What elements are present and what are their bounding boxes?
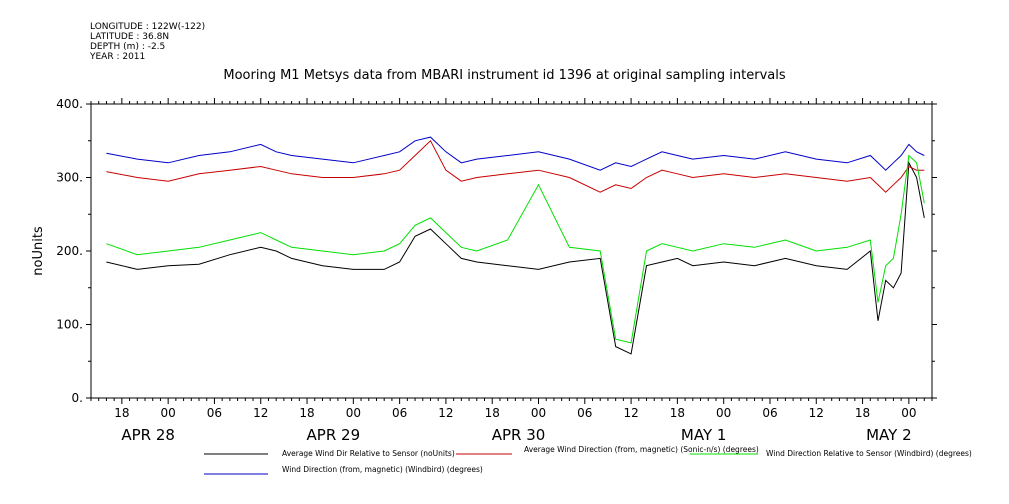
longitude-text: LONGITUDE : 122W(-122)	[90, 22, 206, 32]
x-tick-label: 18	[114, 406, 129, 420]
x-tick-label: 06	[207, 406, 222, 420]
x-tick-label: 06	[392, 406, 407, 420]
legend-label-0: Average Wind Dir Relative to Sensor (noU…	[282, 449, 455, 458]
y-tick-label: 0.	[72, 391, 83, 405]
x-tick-label: 00	[901, 406, 916, 420]
y-tick-label: 300.	[56, 171, 83, 185]
y-tick-label: 200.	[56, 244, 83, 258]
x-date-label: MAY 2	[866, 426, 912, 444]
x-date-label: APR 28	[121, 426, 175, 444]
x-tick-label: 00	[346, 406, 361, 420]
x-tick-label: 18	[670, 406, 685, 420]
x-tick-label: 18	[855, 406, 870, 420]
x-tick-label: 12	[253, 406, 268, 420]
x-tick-label: 18	[485, 406, 500, 420]
x-tick-label: 12	[438, 406, 453, 420]
plot-frame	[90, 103, 933, 399]
x-date-label: APR 30	[492, 426, 546, 444]
legend-label-1: Average Wind Direction (from, magnetic) …	[524, 445, 759, 454]
series-line-1	[106, 139, 925, 193]
series-line-0	[106, 161, 925, 355]
x-date-label: APR 29	[307, 426, 361, 444]
series-line-2	[106, 154, 925, 344]
x-tick-label: 12	[623, 406, 638, 420]
latitude-text: LATITUDE : 36.8N	[90, 32, 170, 42]
x-date-label: MAY 1	[681, 426, 727, 444]
x-tick-label: 00	[161, 406, 176, 420]
chart-title: Mooring M1 Metsys data from MBARI instru…	[223, 68, 786, 83]
x-tick-label: 00	[531, 406, 546, 420]
y-tick-label: 400.	[56, 97, 83, 111]
x-tick-label: 18	[299, 406, 314, 420]
x-tick-label: 06	[577, 406, 592, 420]
series-line-3	[106, 136, 925, 171]
year-text: YEAR : 2011	[90, 52, 146, 62]
depth-text: DEPTH (m) : -2.5	[90, 42, 166, 52]
metadata-block: LONGITUDE : 122W(-122) LATITUDE : 36.8N …	[90, 22, 205, 62]
y-axis-label: noUnits	[31, 226, 46, 276]
y-tick-label: 100.	[56, 318, 83, 332]
x-tick-label: 00	[716, 406, 731, 420]
x-tick-label: 06	[762, 406, 777, 420]
legend-label-3: Wind Direction (from, magnetic) (Windbir…	[282, 465, 483, 474]
legend-label-2: Wind Direction Relative to Sensor (Windb…	[766, 449, 972, 458]
x-tick-label: 12	[809, 406, 824, 420]
